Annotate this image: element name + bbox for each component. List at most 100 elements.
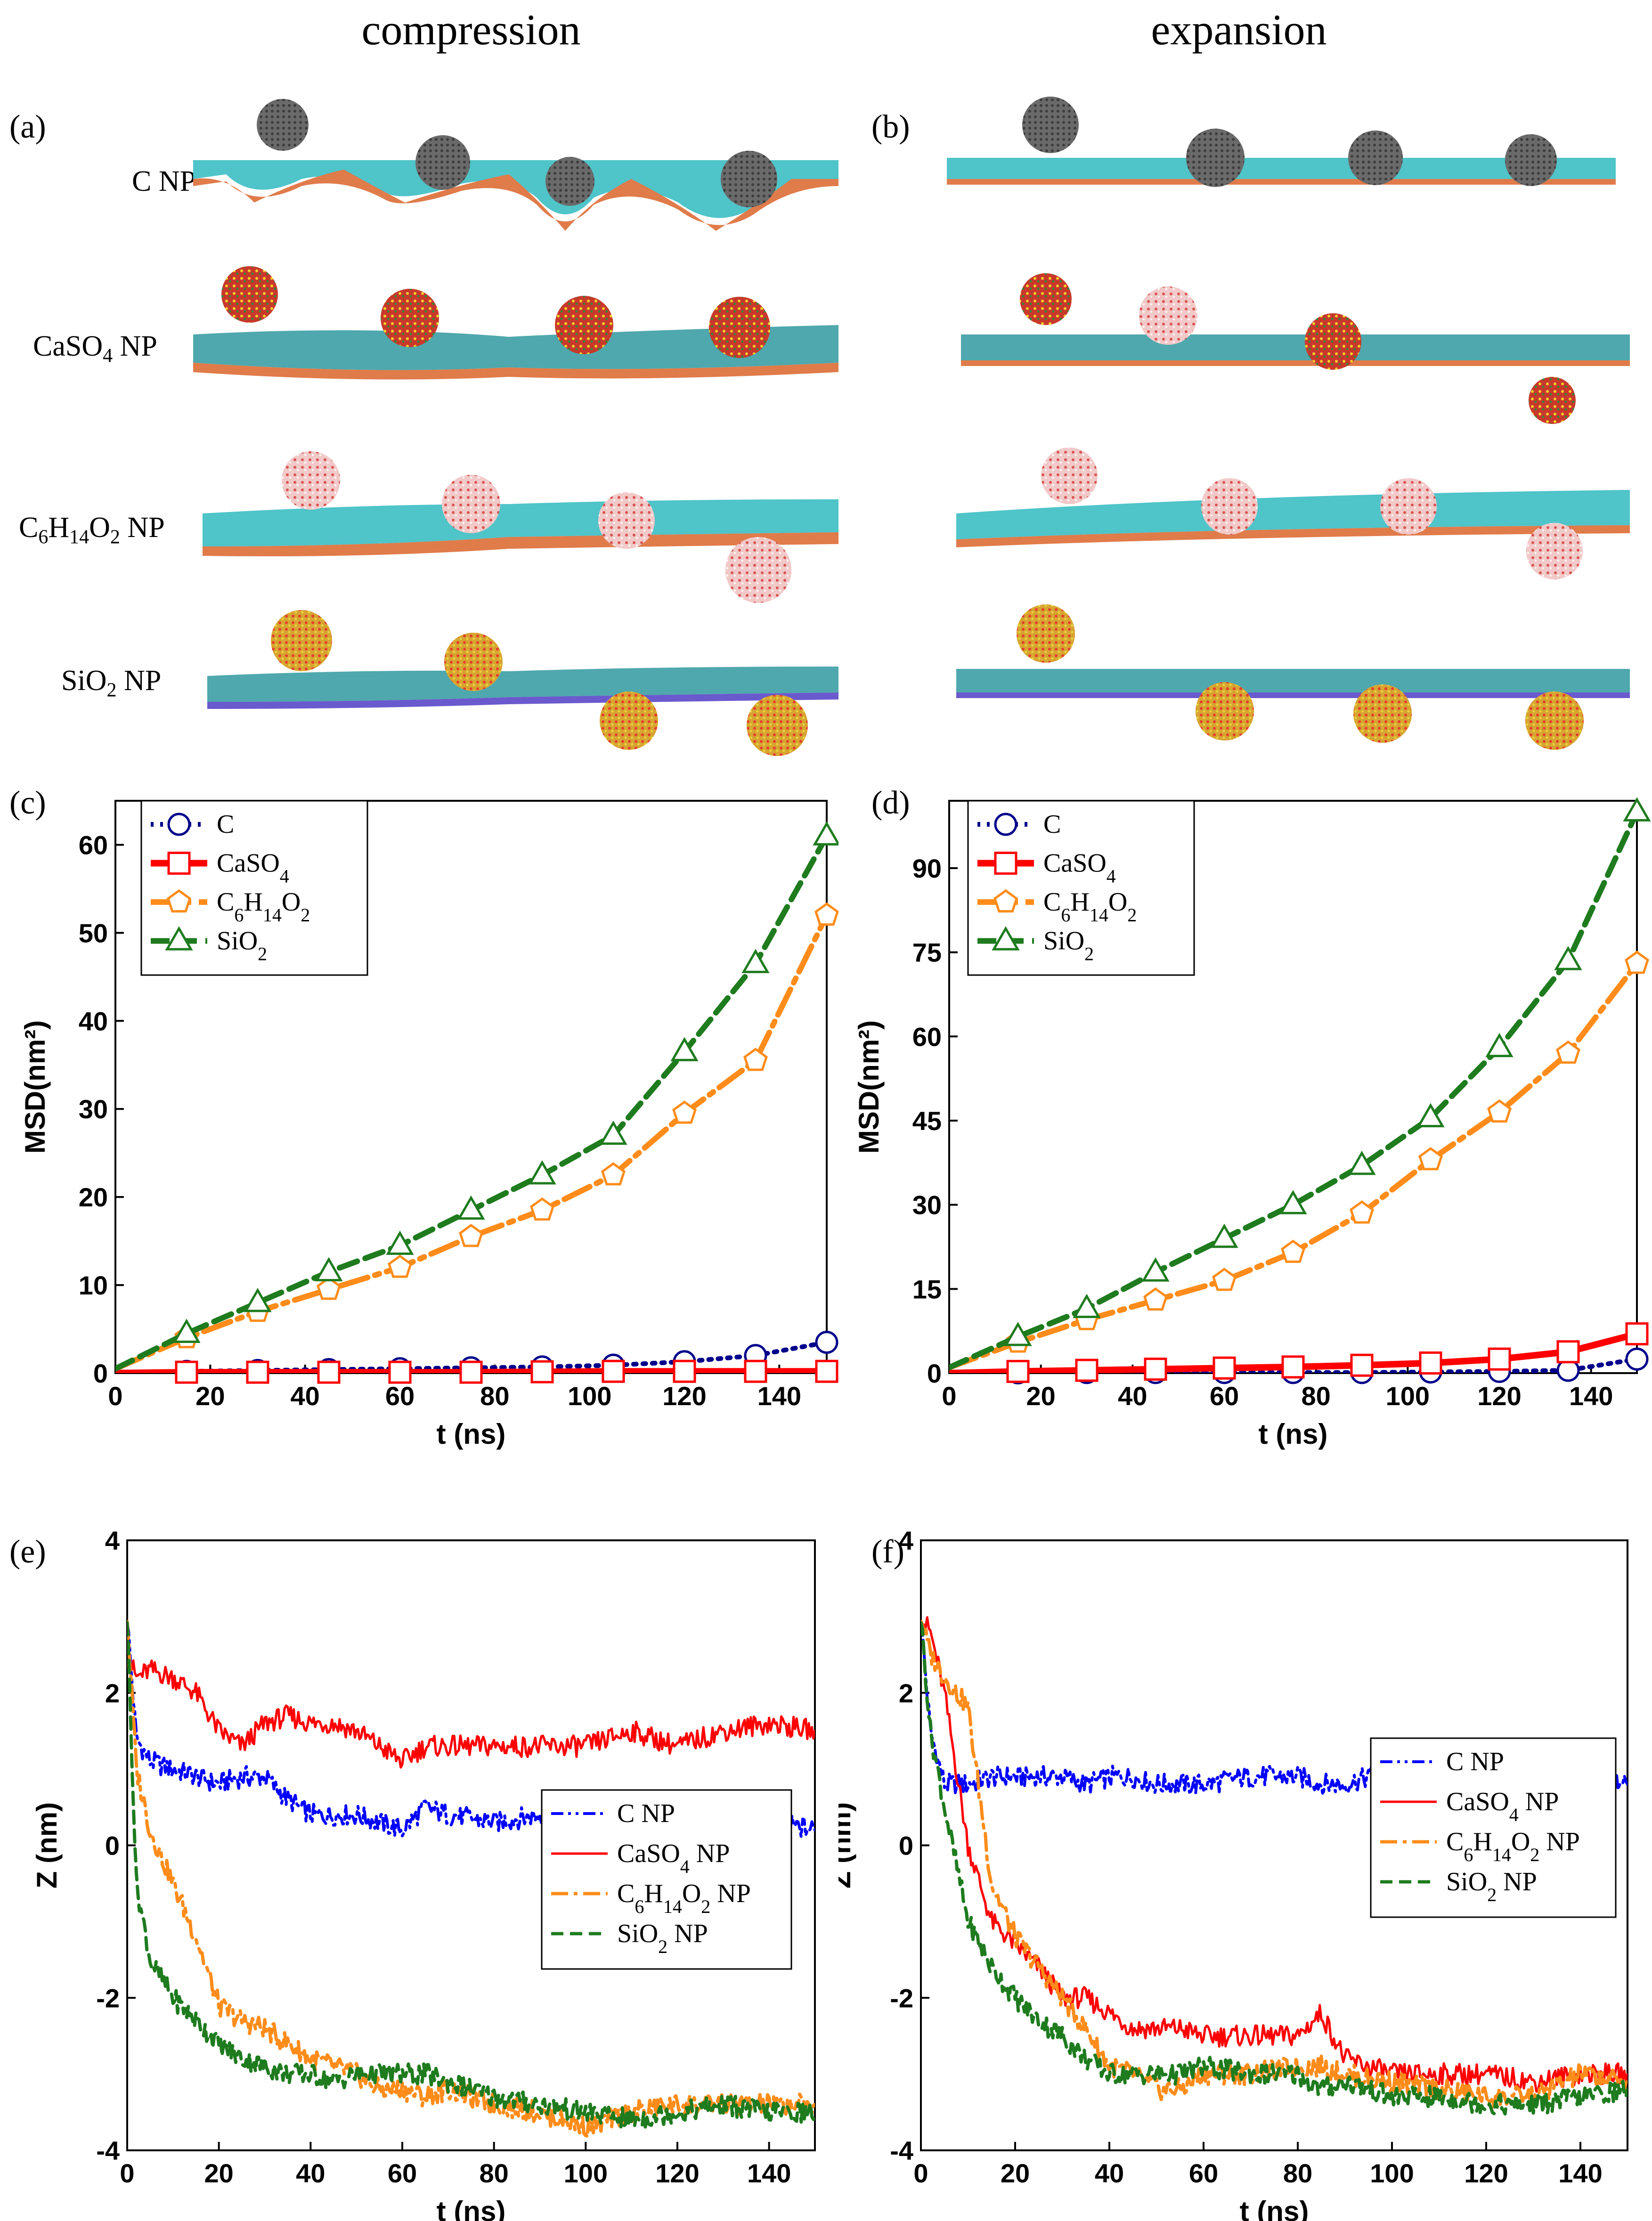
y-tick-label: 0 xyxy=(105,1831,120,1861)
legend-marker-C6H14O2 xyxy=(167,889,191,913)
x-tick-label: 120 xyxy=(1464,2158,1508,2188)
line-CaSO4 NP xyxy=(127,1659,815,1769)
marker-C6H14O2 xyxy=(1418,1147,1443,1171)
legend-label-C: C xyxy=(217,810,234,839)
marker-SiO2 xyxy=(1554,946,1582,970)
legend-label-C6H14O2 NP: C6H14O2 NP xyxy=(617,1879,751,1917)
x-tick-label: 100 xyxy=(564,2158,608,2188)
x-tick-label: 60 xyxy=(1189,2158,1218,2188)
marker-SiO2 xyxy=(1348,1150,1376,1175)
marker-CaSO4 xyxy=(1556,1340,1580,1364)
y-tick-label: 45 xyxy=(912,1106,942,1136)
marker-C6H14O2 xyxy=(1487,1099,1512,1123)
y-tick-label: 2 xyxy=(899,1678,913,1708)
row-caso4-expansion xyxy=(961,273,1630,424)
y-axis-label: Z (nm) xyxy=(31,1802,63,1888)
y-tick-label: -2 xyxy=(890,1983,913,2013)
x-tick-label: 100 xyxy=(1386,1381,1430,1411)
x-tick-label: 80 xyxy=(480,1381,509,1411)
chart-msd-expansion: 0 20 40 60 80 100 120 140 0 15 30 45 60 75 90 t (ns) MSD… xyxy=(853,797,1651,1450)
x-tick-label: 0 xyxy=(108,1381,122,1411)
y-tick-label: 30 xyxy=(79,1094,108,1124)
header-compression: compression xyxy=(361,6,581,54)
marker-CaSO4 xyxy=(1419,1351,1442,1375)
series-C6H14O2 xyxy=(949,960,1637,1371)
marker-CaSO4 xyxy=(602,1359,625,1383)
x-tick-label: 20 xyxy=(204,2158,234,2188)
legend-marker-CaSO4 xyxy=(994,852,1017,875)
x-tick-label: 80 xyxy=(480,2158,509,2188)
marker-SiO2 xyxy=(741,949,770,973)
x-tick-label: 60 xyxy=(385,1381,415,1411)
x-tick-label: 80 xyxy=(1302,1381,1331,1411)
x-tick-label: 120 xyxy=(662,1381,706,1411)
x-tick-label: 20 xyxy=(1001,2158,1030,2188)
panel-label-f: (f) xyxy=(871,1534,904,1570)
y-tick-label: 15 xyxy=(912,1274,942,1304)
marker-CaSO4 xyxy=(815,1359,838,1383)
marker-CaSO4 xyxy=(673,1359,696,1383)
y-tick-label: 60 xyxy=(79,830,108,860)
legend-label-CaSO4: CaSO4 xyxy=(217,849,289,887)
y-tick-label: 40 xyxy=(79,1006,108,1036)
x-axis-label: t (ns) xyxy=(1259,1418,1328,1450)
line-C6H14O2 xyxy=(115,912,827,1372)
snapshots-compression xyxy=(193,99,838,756)
marker-CaSO4 xyxy=(1075,1359,1099,1382)
x-tick-label: 60 xyxy=(388,2158,417,2188)
x-tick-label: 140 xyxy=(757,1381,801,1411)
marker-SiO2 xyxy=(1485,1033,1514,1058)
x-axis-label: t (ns) xyxy=(437,1418,506,1450)
marker-C xyxy=(1625,1347,1649,1371)
series-SiO2 NP xyxy=(127,1621,815,2130)
marker-SiO2 xyxy=(386,1230,414,1255)
legend-marker-SiO2 xyxy=(992,926,1020,951)
y-tick-label: 2 xyxy=(105,1678,120,1708)
marker-CaSO4 xyxy=(1625,1322,1649,1346)
marker-SiO2 xyxy=(1141,1257,1170,1282)
marker-CaSO4 xyxy=(1350,1353,1374,1377)
legend-box xyxy=(1370,1737,1617,1918)
x-tick-label: 0 xyxy=(913,2158,928,2188)
panel-label-e: (e) xyxy=(9,1534,46,1570)
marker-C6H14O2 xyxy=(1212,1268,1237,1291)
marker-C6H14O2 xyxy=(601,1162,626,1186)
marker-SiO2 xyxy=(172,1318,201,1343)
series-CaSO4 NP xyxy=(921,1616,1628,2093)
marker-C6H14O2 xyxy=(743,1048,768,1071)
x-axis-label: t (ns) xyxy=(437,2196,506,2221)
marker-CaSO4 xyxy=(530,1360,554,1383)
marker-C6H14O2 xyxy=(459,1223,483,1247)
marker-C6H14O2 xyxy=(530,1197,554,1221)
marker-CaSO4 xyxy=(317,1360,341,1384)
row-sio2-expansion xyxy=(956,604,1630,750)
row-c6h14o2-expansion xyxy=(956,447,1630,579)
legend-marker-C xyxy=(167,813,191,836)
marker-CaSO4 xyxy=(1281,1355,1305,1379)
legend-marker-CaSO4 xyxy=(167,852,191,875)
row-caso4-compression xyxy=(193,266,838,380)
marker-SiO2 xyxy=(813,821,838,846)
marker-CaSO4 xyxy=(246,1360,269,1384)
marker-C6H14O2 xyxy=(388,1254,412,1278)
legend-box xyxy=(541,1789,792,1970)
y-tick-label: 50 xyxy=(79,918,108,948)
marker-CaSO4 xyxy=(1144,1358,1167,1381)
np-label-sio2: SiO2 NP xyxy=(61,665,162,701)
marker-C6H14O2 xyxy=(672,1100,697,1124)
row-c6h14o2-compression xyxy=(203,451,838,603)
panel-label-a: (a) xyxy=(9,109,46,145)
y-tick-label: -4 xyxy=(96,2136,120,2165)
series-SiO2 NP xyxy=(921,1621,1628,2116)
y-tick-label: 0 xyxy=(899,1831,913,1861)
x-tick-label: 120 xyxy=(1477,1381,1521,1411)
row-sio2-compression xyxy=(207,610,838,756)
x-axis-label: t (ns) xyxy=(1240,2196,1309,2221)
row-c-expansion xyxy=(947,97,1616,187)
marker-C xyxy=(815,1331,838,1354)
marker-CaSO4 xyxy=(1006,1359,1030,1383)
marker-C6H14O2 xyxy=(317,1277,341,1300)
